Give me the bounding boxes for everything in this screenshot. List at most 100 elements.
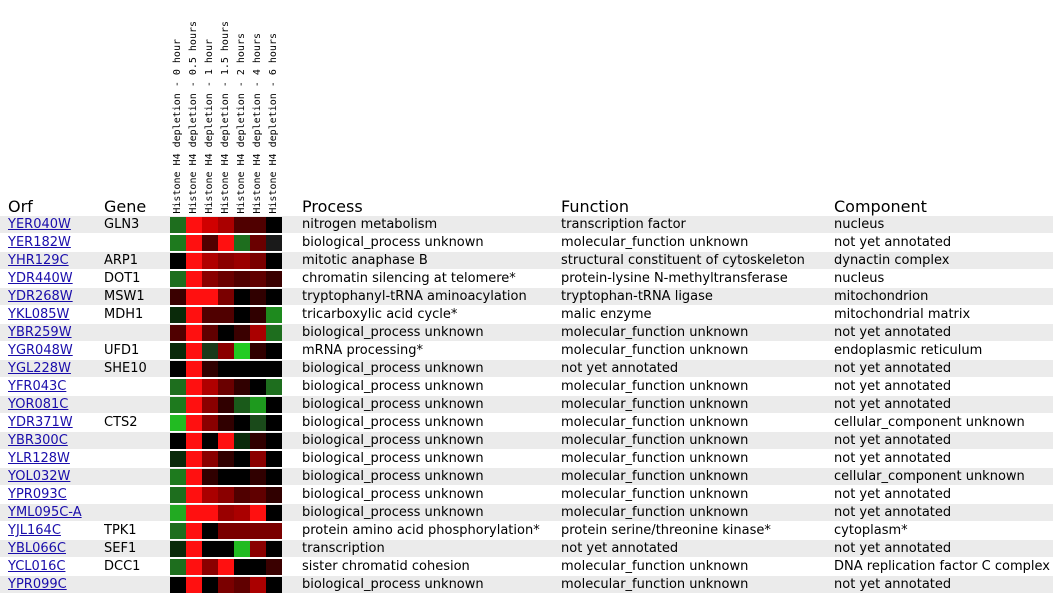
expression-heatmap <box>170 523 282 539</box>
heatmap-cell <box>266 361 282 377</box>
component-cell: not yet annotated <box>834 487 952 502</box>
orf-link[interactable]: YGL228W <box>8 361 71 376</box>
component-cell: endoplasmic reticulum <box>834 343 983 358</box>
heatmap-cell <box>234 253 250 269</box>
heatmap-cell <box>218 343 234 359</box>
heatmap-cell <box>266 289 282 305</box>
component-cell: not yet annotated <box>834 577 952 592</box>
table-row: YER040W GLN3 nitrogen metabolism transcript… <box>0 216 1053 233</box>
orf-link[interactable]: YDR268W <box>8 289 73 304</box>
orf-link[interactable]: YHR129C <box>8 253 69 268</box>
heatmap-cell <box>170 271 186 287</box>
orf-link[interactable]: YCL016C <box>8 559 66 574</box>
heatmap-cell <box>186 271 202 287</box>
expression-heatmap <box>170 415 282 431</box>
heatmap-cell <box>202 433 218 449</box>
heatmap-cell <box>202 559 218 575</box>
heatmap-cell <box>266 379 282 395</box>
gene-cell <box>104 234 166 251</box>
heatmap-cell <box>170 541 186 557</box>
heatmap-cell <box>234 541 250 557</box>
orf-link[interactable]: YOL032W <box>8 469 71 484</box>
heatmap-cell <box>202 343 218 359</box>
component-cell: not yet annotated <box>834 325 952 340</box>
expression-heatmap <box>170 253 282 269</box>
table-row: YER182W biological_process unknown molecul… <box>0 234 1053 251</box>
heatmap-cell <box>234 361 250 377</box>
orf-link[interactable]: YBR259W <box>8 325 72 340</box>
heatmap-cell <box>250 253 266 269</box>
orf-link[interactable]: YFR043C <box>8 379 67 394</box>
gene-cell: ARP1 <box>104 253 139 268</box>
heatmap-cell <box>250 541 266 557</box>
component-cell: not yet annotated <box>834 505 952 520</box>
component-cell: mitochondrial matrix <box>834 307 971 322</box>
expression-heatmap <box>170 235 282 251</box>
orf-link[interactable]: YER040W <box>8 217 71 232</box>
orf-link[interactable]: YBL066C <box>8 541 66 556</box>
heatmap-cell <box>186 559 202 575</box>
process-cell: biological_process unknown <box>302 361 484 376</box>
table-row: YCL016C DCC1 sister chromatid cohesion mole… <box>0 558 1053 575</box>
heatmap-cell <box>186 307 202 323</box>
heatmap-cell <box>266 415 282 431</box>
heatmap-cell <box>250 487 266 503</box>
process-cell: mRNA processing* <box>302 343 424 358</box>
orf-link[interactable]: YDR371W <box>8 415 73 430</box>
heatmap-cell <box>170 307 186 323</box>
orf-link[interactable]: YLR128W <box>8 451 70 466</box>
orf-link[interactable]: YML095C-A <box>8 505 82 520</box>
orf-link[interactable]: YPR093C <box>8 487 67 502</box>
heatmap-cell <box>186 217 202 233</box>
heatmap-cell <box>186 235 202 251</box>
table-row: YGR048W UFD1 mRNA processing* molecular_fun… <box>0 342 1053 359</box>
heatmap-cell <box>234 559 250 575</box>
heatmap-cell <box>218 379 234 395</box>
table-row: YPR099C biological_process unknown molecul… <box>0 576 1053 593</box>
heatmap-cell <box>234 271 250 287</box>
table-row: YBR259W biological_process unknown molecul… <box>0 324 1053 341</box>
heatmap-cell <box>218 577 234 593</box>
gene-cell <box>104 396 166 413</box>
heatmap-cell <box>266 433 282 449</box>
heatmap-cell <box>234 451 250 467</box>
heatmap-cell <box>202 361 218 377</box>
heatmap-cell <box>250 415 266 431</box>
function-cell: transcription factor <box>561 217 686 232</box>
function-cell: molecular_function unknown <box>561 487 749 502</box>
function-cell: molecular_function unknown <box>561 379 749 394</box>
heatmap-cell <box>250 559 266 575</box>
heatmap-cell <box>250 577 266 593</box>
process-column-header: Process <box>302 197 363 216</box>
heatmap-cell <box>250 325 266 341</box>
heatmap-cell <box>202 487 218 503</box>
orf-link[interactable]: YPR099C <box>8 577 67 592</box>
heatmap-cell <box>250 451 266 467</box>
component-cell: cellular_component unknown <box>834 469 1025 484</box>
function-column-header: Function <box>561 197 630 216</box>
process-cell: biological_process unknown <box>302 577 484 592</box>
component-cell: not yet annotated <box>834 433 952 448</box>
heatmap-cell <box>218 217 234 233</box>
function-cell: not yet annotated <box>561 541 679 556</box>
function-cell: protein serine/threonine kinase* <box>561 523 771 538</box>
heatmap-cell <box>170 451 186 467</box>
orf-link[interactable]: YER182W <box>8 235 71 250</box>
process-cell: biological_process unknown <box>302 487 484 502</box>
process-cell: biological_process unknown <box>302 397 484 412</box>
orf-link[interactable]: YBR300C <box>8 433 68 448</box>
gene-cell <box>104 576 166 593</box>
process-cell: biological_process unknown <box>302 433 484 448</box>
heatmap-cell <box>266 271 282 287</box>
heatmap-cell <box>266 541 282 557</box>
orf-link[interactable]: YJL164C <box>8 523 61 538</box>
orf-link[interactable]: YKL085W <box>8 307 70 322</box>
orf-link[interactable]: YOR081C <box>8 397 69 412</box>
gene-cell: SEF1 <box>104 541 137 556</box>
orf-link[interactable]: YDR440W <box>8 271 73 286</box>
orf-link[interactable]: YGR048W <box>8 343 73 358</box>
heatmap-cell <box>202 307 218 323</box>
process-cell: sister chromatid cohesion <box>302 559 470 574</box>
heatmap-cell <box>170 361 186 377</box>
expression-heatmap <box>170 217 282 233</box>
